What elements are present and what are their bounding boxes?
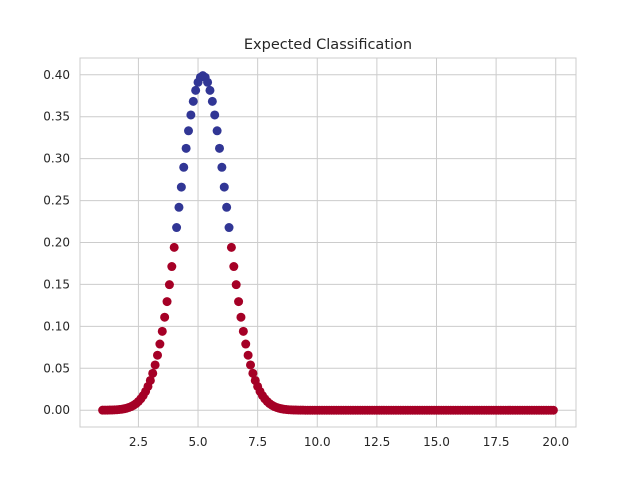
- data-point: [191, 85, 201, 95]
- x-tick-label: 7.5: [248, 435, 267, 449]
- data-point: [162, 297, 172, 307]
- data-point: [226, 242, 236, 252]
- y-tick-label: 0.25: [43, 194, 70, 208]
- data-point: [207, 96, 217, 106]
- x-tick-label: 20.0: [542, 435, 569, 449]
- y-tick-label: 0.20: [43, 236, 70, 250]
- data-point: [212, 126, 222, 136]
- x-tick-label: 5.0: [188, 435, 207, 449]
- data-point: [217, 162, 227, 172]
- data-point: [548, 405, 558, 415]
- data-point: [210, 110, 220, 120]
- data-point: [155, 339, 165, 349]
- x-tick-label: 10.0: [304, 435, 331, 449]
- data-point: [224, 223, 234, 233]
- data-point: [164, 280, 174, 290]
- y-axis-ticks: 0.00 0.05 0.10 0.15 0.20 0.25 0.30 0.35 0.40: [43, 68, 70, 417]
- grid: [80, 58, 576, 427]
- data-point: [203, 77, 213, 87]
- data-point: [241, 339, 251, 349]
- x-axis-ticks: 2.5 5.0 7.5 10.0 12.5 15.0 17.5 20.0: [129, 435, 569, 449]
- data-point: [188, 96, 198, 106]
- data-point: [243, 350, 253, 360]
- data-point: [167, 262, 177, 272]
- data-point: [169, 242, 179, 252]
- data-point: [215, 143, 224, 153]
- data-point: [234, 297, 244, 307]
- chart-title: Expected Classification: [244, 37, 412, 53]
- data-point: [179, 162, 189, 172]
- data-points: [98, 71, 558, 415]
- data-point: [172, 223, 182, 233]
- x-tick-label: 15.0: [423, 435, 450, 449]
- data-point: [157, 326, 167, 336]
- data-point: [248, 368, 258, 378]
- data-point: [222, 202, 232, 212]
- x-tick-label: 17.5: [483, 435, 510, 449]
- y-tick-label: 0.00: [43, 403, 70, 417]
- data-point: [153, 350, 162, 360]
- data-point: [174, 202, 184, 212]
- data-point: [184, 126, 193, 136]
- data-point: [186, 110, 196, 120]
- data-point: [181, 143, 191, 153]
- y-tick-label: 0.40: [43, 68, 70, 82]
- data-point: [246, 360, 255, 370]
- data-point: [231, 280, 241, 290]
- x-tick-label: 2.5: [129, 435, 148, 449]
- y-tick-label: 0.15: [43, 277, 70, 291]
- data-point: [160, 312, 170, 322]
- data-point: [150, 360, 160, 370]
- plot-frame: [79, 57, 577, 428]
- y-tick-label: 0.05: [43, 361, 70, 375]
- data-point: [148, 368, 158, 378]
- data-point: [205, 85, 215, 95]
- data-point: [238, 326, 248, 336]
- data-point: [229, 262, 239, 272]
- data-point: [176, 182, 186, 192]
- y-tick-label: 0.30: [43, 152, 70, 166]
- data-point: [236, 312, 246, 322]
- x-tick-label: 12.5: [364, 435, 391, 449]
- y-tick-label: 0.10: [43, 319, 70, 333]
- data-point: [145, 375, 155, 385]
- data-point: [219, 182, 229, 192]
- y-tick-label: 0.35: [43, 110, 70, 124]
